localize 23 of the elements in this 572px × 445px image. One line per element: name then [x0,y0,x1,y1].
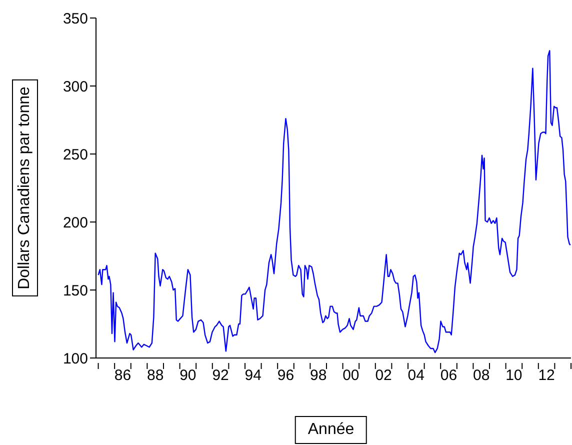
x-tick-label: 90 [180,367,196,384]
line-series [98,50,571,354]
x-tick-label: 92 [212,367,229,384]
y-tick-label: 300 [62,78,88,96]
x-tick-label: 02 [375,367,392,384]
x-tick-label: 88 [146,367,164,384]
x-tick-label: 86 [114,367,132,384]
y-tick-label: 150 [62,282,88,300]
y-axis-title: Dollars Canadiens par tonne [12,80,38,296]
y-tick-label: 250 [62,146,88,164]
x-tick-label: 08 [473,367,490,384]
x-tick-label: 98 [310,367,327,384]
y-tick-label: 100 [62,350,88,368]
y-tick-label: 350 [62,10,88,28]
x-tick-label: 04 [408,367,424,384]
x-tick-label: 12 [538,367,555,384]
y-tick-label: 200 [62,214,88,232]
x-axis-title: Année [294,416,368,444]
x-tick-label: 94 [244,367,262,384]
x-tick-label: 96 [277,367,294,384]
x-tick-label: 06 [440,367,458,384]
x-tick-label: 00 [342,367,360,384]
x-tick-label: 10 [506,367,522,384]
